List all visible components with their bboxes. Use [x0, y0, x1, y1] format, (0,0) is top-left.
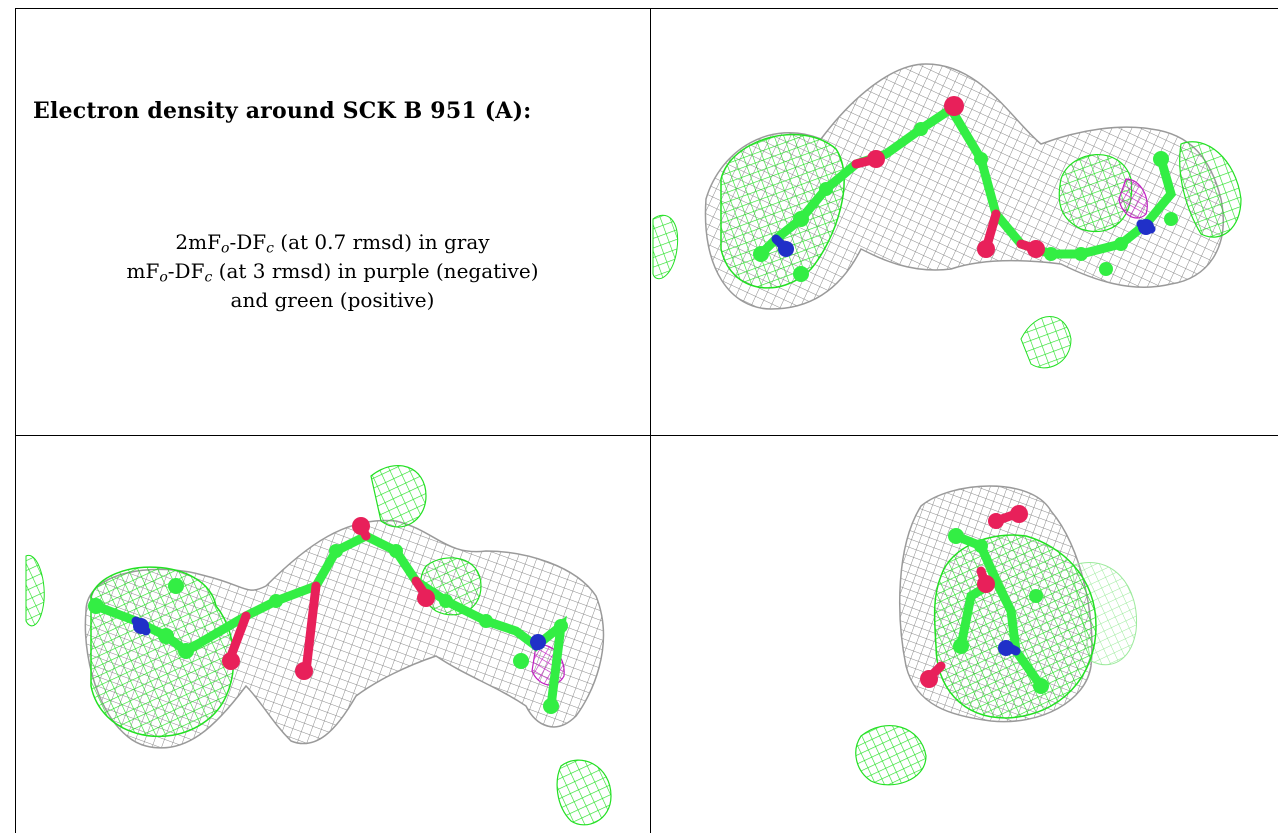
caption-line-mfo: mFo-DFc (at 3 rmsd) in purple (negative) [126, 259, 539, 286]
caption-description: 2mFo-DFc (at 0.7 rmsd) in gray mFo-DFc (… [15, 228, 650, 315]
caption-line-2mfo: 2mFo-DFc (at 0.7 rmsd) in gray [175, 230, 490, 257]
density-view-bottom-right [651, 436, 1278, 833]
molecule-density-render-1 [652, 63, 1242, 369]
density-view-top-right [651, 9, 1278, 435]
caption-title: Electron density around SCK B 951 (A): [33, 98, 532, 124]
figure-table: Electron density around SCK B 951 (A): 2… [15, 8, 1278, 833]
table-border-top [15, 8, 1278, 9]
table-border-middle [650, 8, 651, 833]
caption-cell: Electron density around SCK B 951 (A): 2… [15, 8, 650, 435]
density-view-bottom-left [16, 436, 650, 833]
table-border-row [15, 435, 1278, 436]
table-border-left [15, 8, 16, 833]
molecule-density-render-2 [25, 465, 612, 826]
molecule-density-render-3 [855, 485, 1138, 786]
caption-line-green: and green (positive) [230, 288, 435, 312]
